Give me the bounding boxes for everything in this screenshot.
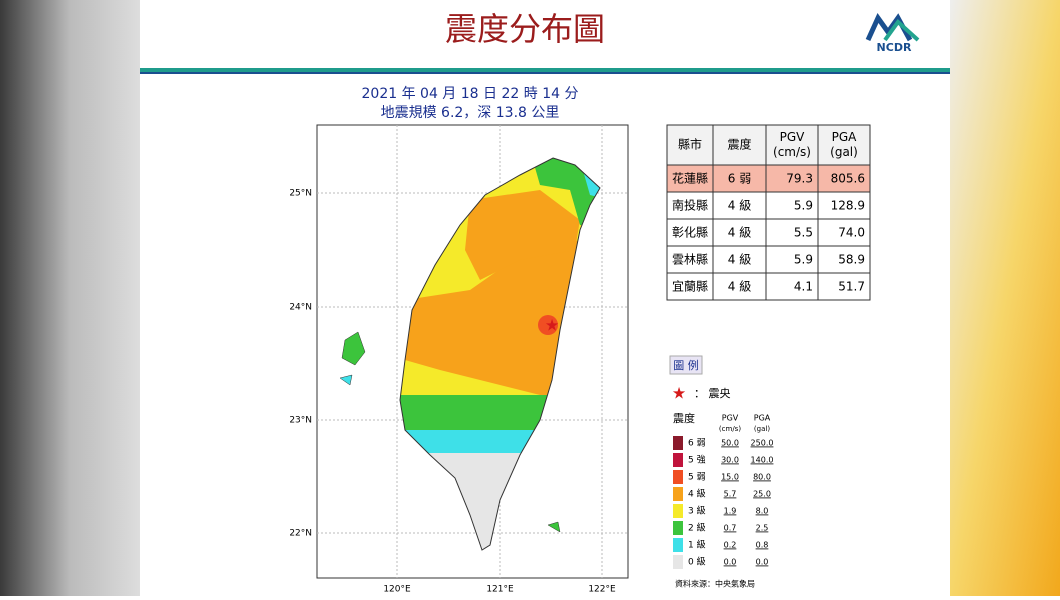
table-cell: 74.0 [838,226,865,240]
table-cell: 6 弱 [728,172,751,186]
table-header: 震度 [727,137,751,152]
table-cell: 5.9 [794,253,813,267]
source: 資料來源：中央氣象局 [675,579,755,589]
table-row [666,272,871,301]
legend-pga: 8.0 [756,507,769,516]
epicenter: ★ [545,316,559,335]
lon-label: 120°E [383,585,411,595]
lon-label: 122°E [588,585,616,595]
logo-text: NCDR [877,41,912,54]
legend-swatch [673,470,683,484]
divider [140,72,950,74]
lat-label: 25°N [289,189,312,199]
table-cell: 4 級 [728,226,751,240]
bg-right [950,0,1060,596]
table-cell: 4 級 [728,280,751,294]
legend-pgv: 15.0 [721,473,739,482]
legend-pgv: 0.2 [724,541,737,550]
table-cell: 128.9 [831,199,865,213]
legend-pga: 80.0 [753,473,771,482]
legend-pgv: 5.7 [724,490,737,499]
table-cell: 花蓮縣 [672,171,708,186]
table-header: PGV (cm/s) [773,130,811,159]
table-cell: 彰化縣 [672,225,708,240]
legend-title-bg [669,355,703,375]
penghu [341,331,366,366]
legend-pgv: 1.9 [724,507,737,516]
table-header-bg [666,124,871,166]
legend-swatch [673,436,683,450]
legend-star: ★ [672,384,686,403]
legend-pgv: 0.0 [724,558,737,567]
table-cell: 51.7 [838,280,865,294]
table-cell: 宜蘭縣 [672,279,708,294]
legend-pgv: 0.7 [724,524,737,533]
divider [140,68,950,72]
event-datetime: 2021 年 04 月 18 日 22 時 14 分 [362,86,579,102]
legend-unit: (cm/s) [719,425,741,433]
legend-label: 4 級 [688,488,706,500]
lat-label: 22°N [289,529,312,539]
legend-swatch [673,521,683,535]
table-cell: 4 級 [728,253,751,267]
legend-swatch [673,487,683,501]
green-island [547,521,561,533]
logo-mark [883,19,920,42]
table-cell: 79.3 [786,172,813,186]
legend-pga: 0.0 [756,558,769,567]
legend-swatch [673,538,683,552]
legend-pga: 25.0 [753,490,771,499]
lon-label: 121°E [486,585,514,595]
legend-header: 震度 [673,411,695,425]
table-cell: 5.9 [794,199,813,213]
lat-label: 23°N [289,416,312,426]
legend-pga: 140.0 [751,456,774,465]
table-cell: 805.6 [831,172,865,186]
table-cell: 5.5 [794,226,813,240]
bg-left [0,0,140,596]
table-cell: 南投縣 [672,198,708,213]
table-cell: 4 級 [728,199,751,213]
legend-label: 3 級 [688,505,706,517]
table-header: 縣市 [678,137,702,152]
legend-swatch [673,555,683,569]
legend-swatch [673,453,683,467]
legend-pgv: 50.0 [721,439,739,448]
lat-label: 24°N [289,303,312,313]
event-info: 地震規模 6.2，深 13.8 公里 [381,105,560,121]
legend-header: PGA [754,414,771,423]
legend-label: 5 強 [688,454,706,466]
table-row [666,245,871,274]
table-header: PGA (gal) [830,130,858,159]
penghu [339,374,353,386]
legend-pga: 2.5 [756,524,769,533]
legend-unit: (gal) [754,425,770,433]
graticule [317,125,628,578]
table-cell: 58.9 [838,253,865,267]
table-cell: 4.1 [794,280,813,294]
legend-header: PGV [722,414,739,423]
legend-label: 1 級 [688,539,706,551]
table-row [666,164,871,193]
legend-label: 0 級 [688,556,706,568]
legend-epicenter: ： 震央 [694,387,731,400]
legend-label: 5 弱 [688,472,706,483]
title: 震度分布圖 [445,10,605,48]
legend-pgv: 30.0 [721,456,739,465]
legend-pga: 0.8 [756,541,769,550]
legend-swatch [673,504,683,518]
legend-title: 圖 例 [673,358,699,372]
legend-label: 2 級 [688,522,706,534]
legend-pga: 250.0 [751,439,774,448]
island-outline [399,157,601,551]
table-cell: 雲林縣 [672,253,708,267]
legend-label: 6 弱 [688,438,706,449]
